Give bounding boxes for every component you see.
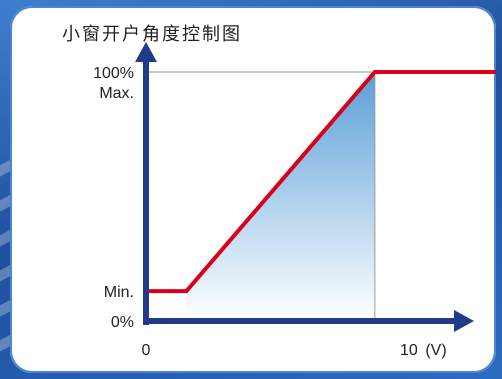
area-fill	[186, 72, 375, 321]
x-axis-arrow	[454, 310, 474, 332]
chart-title: 小窗开户角度控制图	[62, 24, 242, 45]
y-axis-arrow	[135, 42, 157, 62]
x-tick-label: 0	[142, 342, 151, 359]
x-unit-label: (V)	[425, 342, 446, 359]
series-line	[146, 70, 496, 294]
y-tick-label: 0%	[111, 314, 134, 331]
x-tick-label: 10	[400, 342, 418, 359]
y-max-label: Max.	[99, 85, 134, 102]
y-tick-label: 100%	[93, 65, 134, 82]
y-tick-label: Min.	[104, 284, 134, 301]
